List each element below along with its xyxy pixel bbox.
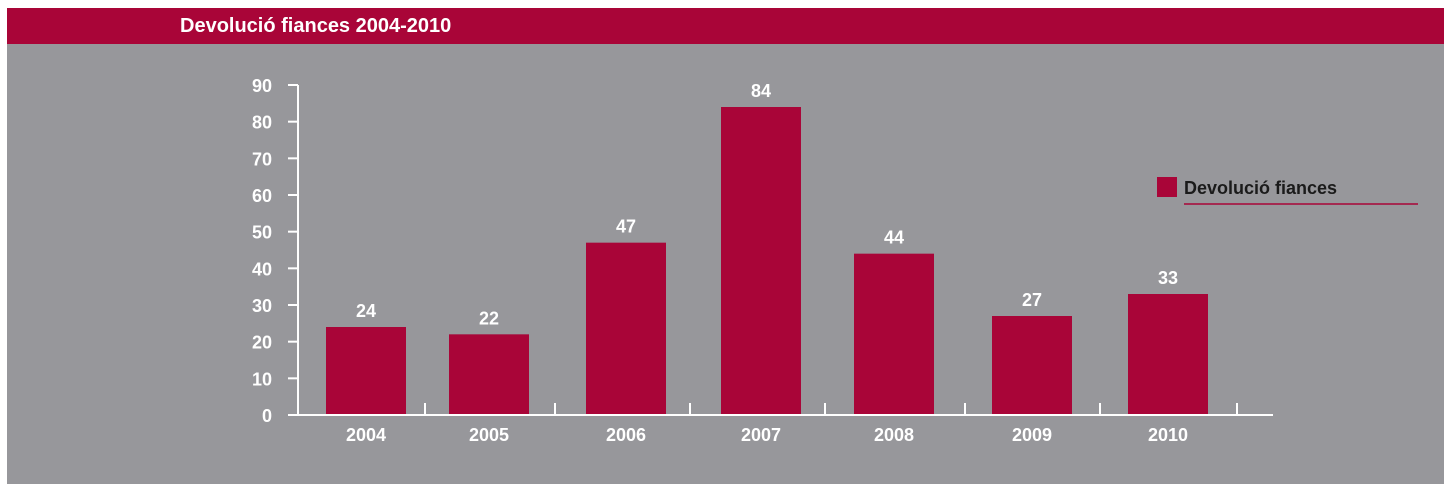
chart-header: Devolució fiances 2004-2010 bbox=[7, 8, 1444, 44]
y-tick-label: 0 bbox=[262, 406, 272, 426]
x-tick-label: 2006 bbox=[606, 425, 646, 445]
y-tick-label: 20 bbox=[252, 333, 272, 353]
y-tick-label: 60 bbox=[252, 186, 272, 206]
bar-2010 bbox=[1128, 294, 1208, 415]
data-label: 24 bbox=[356, 301, 376, 321]
data-label: 47 bbox=[616, 217, 636, 237]
bar-2006 bbox=[586, 242, 666, 415]
data-label: 27 bbox=[1022, 290, 1042, 310]
y-tick-label: 50 bbox=[252, 223, 272, 243]
x-tick-label: 2005 bbox=[469, 425, 509, 445]
bar-2004 bbox=[326, 327, 406, 415]
x-tick-label: 2004 bbox=[346, 425, 386, 445]
y-tick-label: 80 bbox=[252, 113, 272, 133]
x-tick-label: 2010 bbox=[1148, 425, 1188, 445]
legend-swatch bbox=[1157, 177, 1177, 197]
data-label: 44 bbox=[884, 228, 904, 248]
bar-2009 bbox=[992, 316, 1072, 415]
bar-2005 bbox=[449, 334, 529, 415]
y-tick-label: 90 bbox=[252, 76, 272, 96]
data-label: 33 bbox=[1158, 268, 1178, 288]
x-tick-label: 2009 bbox=[1012, 425, 1052, 445]
bar-2007 bbox=[721, 107, 801, 415]
data-label: 22 bbox=[479, 308, 499, 328]
y-tick-label: 40 bbox=[252, 259, 272, 279]
y-tick-label: 30 bbox=[252, 296, 272, 316]
y-tick-label: 10 bbox=[252, 369, 272, 389]
x-tick-label: 2008 bbox=[874, 425, 914, 445]
y-tick-label: 70 bbox=[252, 149, 272, 169]
data-label: 84 bbox=[751, 81, 771, 101]
legend-label: Devolució fiances bbox=[1184, 178, 1337, 198]
bar-2008 bbox=[854, 253, 934, 415]
x-tick-label: 2007 bbox=[741, 425, 781, 445]
chart-title: Devolució fiances 2004-2010 bbox=[180, 15, 452, 37]
